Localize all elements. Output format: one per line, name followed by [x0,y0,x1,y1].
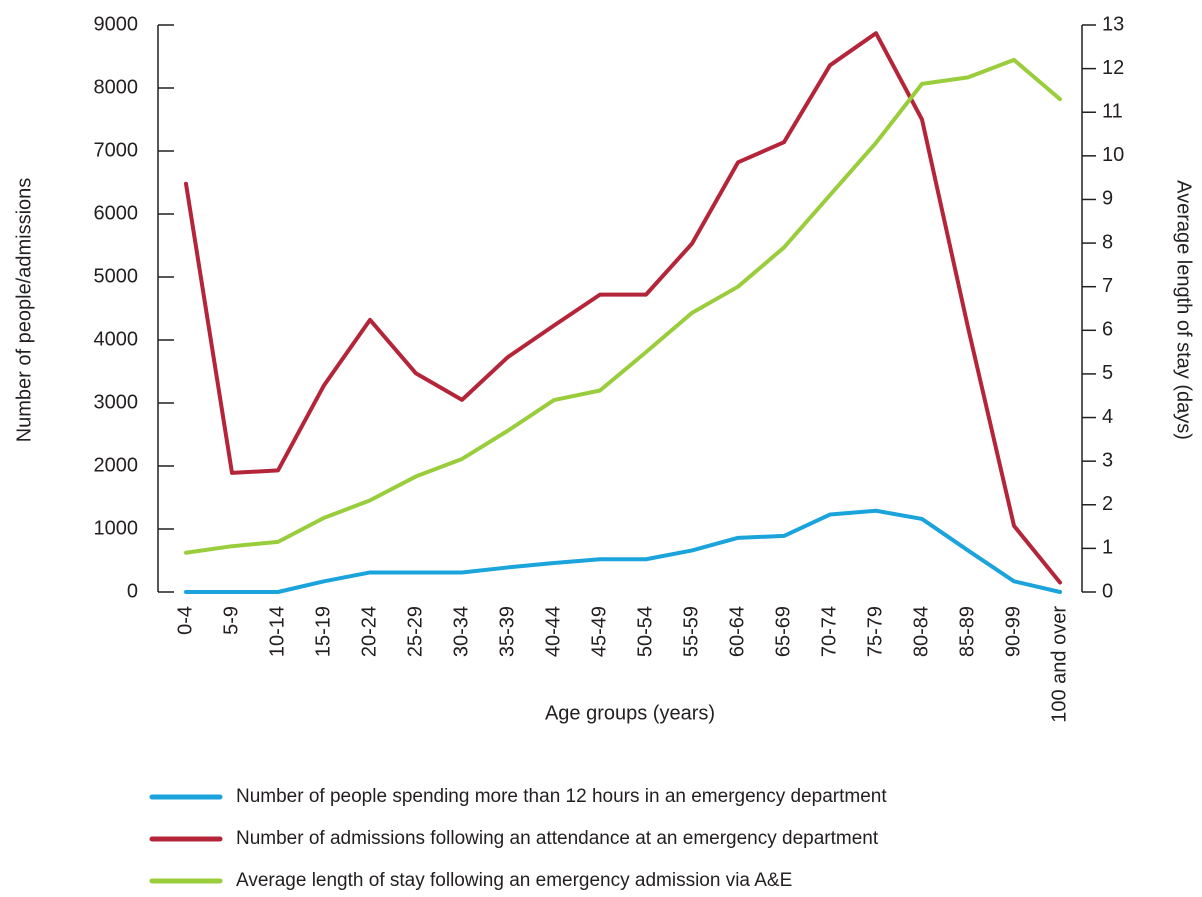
x-tick-label: 50-54 [634,606,656,657]
y2-tick-label: 6 [1102,319,1113,341]
y2-tick-label: 3 [1102,449,1113,471]
x-tick-label: 30-34 [450,606,472,657]
y2-tick-label: 0 [1102,580,1113,602]
y-tick-label: 3000 [94,391,139,413]
x-tick-label: 75-79 [864,606,886,657]
y2-tick-label: 13 [1102,13,1124,35]
x-tick-label: 85-89 [956,606,978,657]
y2-tick-label: 2 [1102,493,1113,515]
y2-tick-label: 11 [1102,101,1123,123]
y-tick-label: 6000 [94,202,139,224]
y-tick-label: 8000 [94,76,139,98]
y2-tick-label: 8 [1102,231,1113,253]
x-tick-label: 25-29 [404,606,426,657]
x-tick-label: 80-84 [910,606,932,657]
x-tick-label: 0-4 [174,606,196,635]
x-tick-label: 100 and over [1048,606,1070,723]
y-tick-label: 0 [127,580,138,602]
x-tick-label: 90-99 [1002,606,1024,657]
y2-tick-label: 1 [1102,537,1113,559]
y-tick-label: 9000 [94,13,139,35]
x-tick-label: 5-9 [220,606,242,635]
y2-axis-title: Average length of stay (days) [1173,180,1195,440]
y-tick-label: 1000 [94,517,139,539]
x-tick-label: 70-74 [818,606,840,657]
x-tick-label: 55-59 [680,606,702,657]
y2-tick-label: 12 [1102,57,1124,79]
y2-tick-label: 9 [1102,188,1113,210]
x-tick-label: 15-19 [312,606,334,657]
data-line [184,508,1062,594]
y2-tick-label: 10 [1102,144,1124,166]
x-tick-label: 60-64 [726,606,748,657]
y-tick-label: 4000 [94,328,139,350]
x-tick-label: 35-39 [496,606,518,657]
legend-label: Average length of stay following an emer… [236,870,792,891]
x-axis-title: Age groups (years) [545,702,715,724]
y2-tick-label: 7 [1102,275,1113,297]
y2-tick-label: 4 [1102,406,1113,428]
legend-label: Number of admissions following an attend… [236,828,879,849]
x-tick-label: 40-44 [542,606,564,657]
y-tick-label: 2000 [94,454,139,476]
y-axis-title: Number of people/admissions [13,178,35,443]
x-tick-label: 45-49 [588,606,610,657]
legend-label: Number of people spending more than 12 h… [236,786,887,807]
y2-tick-label: 5 [1102,362,1113,384]
data-line [184,57,1062,555]
x-tick-label: 20-24 [358,606,380,657]
x-tick-label: 65-69 [772,606,794,657]
y-tick-label: 7000 [94,139,139,161]
y-tick-label: 5000 [94,265,139,287]
x-tick-label: 10-14 [266,606,288,657]
data-line [184,31,1062,585]
